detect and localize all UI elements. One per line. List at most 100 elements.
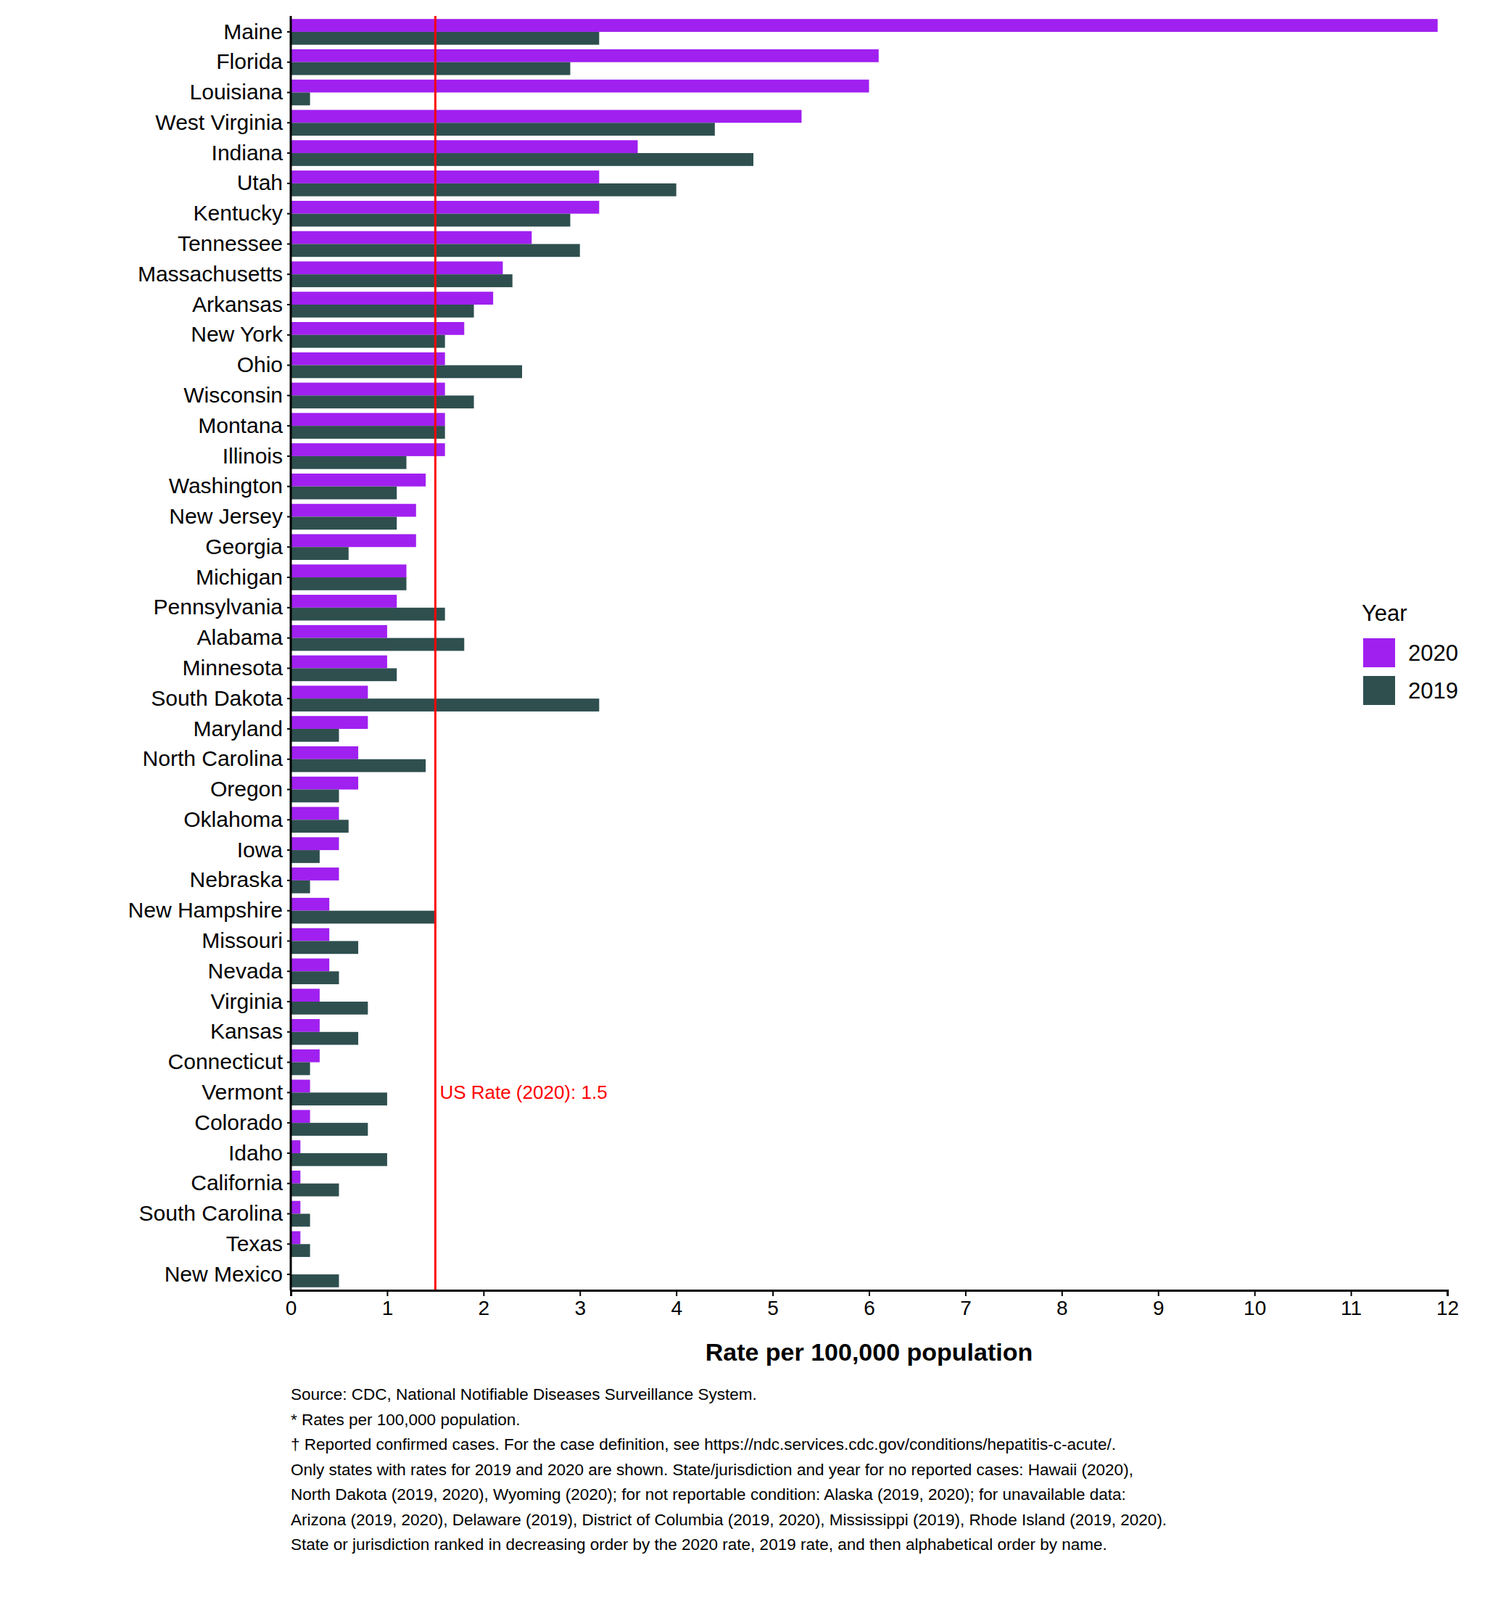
y-tick-mark (287, 455, 291, 457)
y-tick: Utah (237, 170, 291, 195)
y-tick-mark (287, 424, 291, 427)
bar (290, 443, 446, 457)
y-tick: Maryland (193, 716, 291, 741)
y-tick-mark (287, 1000, 291, 1003)
x-axis: 0123456789101112 (285, 1289, 1459, 1319)
x-tick-label: 10 (1243, 1296, 1267, 1319)
bar (290, 819, 349, 833)
y-tick: New York (190, 321, 291, 346)
bar (290, 715, 368, 729)
bar (290, 1200, 301, 1214)
y-tick: North Carolina (142, 746, 291, 771)
y-tick-mark (287, 697, 291, 699)
bar (290, 1273, 339, 1288)
y-tick: Virginia (210, 989, 291, 1013)
x-tick-mark (772, 1289, 774, 1296)
y-tick-label: New Mexico (164, 1261, 283, 1286)
y-tick-mark (287, 242, 291, 245)
bar (290, 564, 407, 578)
x-tick-mark (386, 1289, 388, 1296)
y-tick-label: Maine (223, 19, 283, 44)
x-tick-mark (1447, 1289, 1449, 1296)
bar (290, 412, 446, 426)
bar (290, 152, 754, 167)
y-tick: Connecticut (168, 1049, 291, 1074)
bar (290, 382, 446, 396)
bar (290, 836, 339, 850)
y-tick-label: New Jersey (168, 503, 283, 528)
x-tick-label: 6 (863, 1296, 876, 1319)
y-tick-label: Oklahoma (183, 807, 283, 831)
y-tick-label: North Carolina (142, 746, 284, 771)
y-tick: Indiana (211, 140, 291, 165)
footnote: Arizona (2019, 2020), Delaware (2019), D… (290, 1510, 1167, 1529)
y-tick-mark (287, 273, 291, 275)
x-tick: 11 (1340, 1289, 1362, 1319)
y-tick-label: Indiana (211, 140, 284, 165)
y-tick: South Carolina (139, 1200, 291, 1225)
bar (290, 1183, 339, 1197)
y-tick-mark (287, 788, 291, 791)
y-tick: Florida (216, 49, 291, 74)
y-tick-mark (287, 364, 291, 367)
bar (290, 503, 417, 517)
x-tick-mark (290, 1289, 293, 1296)
bar (290, 291, 494, 305)
y-axis: MaineFloridaLouisianaWest VirginiaIndian… (128, 15, 291, 1290)
bar (290, 1170, 301, 1184)
x-tick: 1 (382, 1289, 394, 1319)
x-tick-mark (868, 1289, 871, 1296)
bar (290, 395, 475, 409)
y-tick: Minnesota (182, 655, 291, 680)
y-tick-mark (287, 303, 291, 306)
bar (290, 1091, 388, 1106)
y-tick: New Mexico (164, 1261, 291, 1286)
x-tick-label: 11 (1340, 1296, 1362, 1319)
x-tick: 12 (1436, 1289, 1459, 1319)
y-tick-label: Tennessee (177, 231, 283, 256)
y-tick-mark (287, 1273, 291, 1275)
x-tick-label: 12 (1436, 1296, 1459, 1319)
y-tick: Montana (197, 413, 291, 438)
y-tick-mark (287, 1182, 291, 1185)
y-tick-label: Iowa (237, 837, 284, 862)
y-tick-mark (287, 849, 291, 851)
x-tick: 2 (478, 1289, 491, 1319)
y-tick-label: Ohio (237, 352, 283, 377)
y-tick-mark (287, 152, 291, 154)
bar (290, 897, 330, 911)
y-tick-label: New Hampshire (128, 897, 283, 922)
y-tick-label: Connecticut (168, 1049, 284, 1074)
reference-label: US Rate (2020): 1.5 (439, 1081, 607, 1103)
y-tick-mark (287, 394, 291, 396)
bar (290, 988, 320, 1002)
x-tick: 4 (670, 1289, 683, 1319)
bar (290, 92, 311, 106)
y-tick-label: Missouri (201, 928, 283, 953)
y-tick: Maine (223, 19, 291, 44)
x-tick: 3 (574, 1289, 586, 1319)
y-tick: Colorado (194, 1110, 291, 1135)
x-tick: 0 (285, 1289, 298, 1319)
y-tick-mark (287, 909, 291, 912)
x-tick: 7 (960, 1289, 972, 1319)
y-tick-label: Arkansas (192, 292, 283, 317)
y-tick: Kentucky (193, 200, 291, 225)
y-tick: Alabama (197, 625, 291, 649)
y-tick-mark (287, 637, 291, 639)
y-tick-label: Louisiana (189, 79, 284, 104)
footnote: State or jurisdiction ranked in decreasi… (290, 1535, 1108, 1554)
x-tick-mark (482, 1289, 485, 1296)
bar (290, 170, 599, 184)
x-tick-mark (1061, 1289, 1063, 1296)
bar (290, 1213, 311, 1227)
y-tick: California (190, 1170, 291, 1195)
x-tick-label: 7 (960, 1296, 972, 1319)
y-tick-mark (287, 31, 291, 33)
bar (290, 940, 359, 954)
y-tick-label: Maryland (193, 716, 283, 741)
legend-swatch (1363, 638, 1396, 668)
x-tick-mark (965, 1289, 967, 1296)
y-tick-label: South Dakota (150, 685, 283, 710)
y-tick-mark (287, 485, 291, 488)
